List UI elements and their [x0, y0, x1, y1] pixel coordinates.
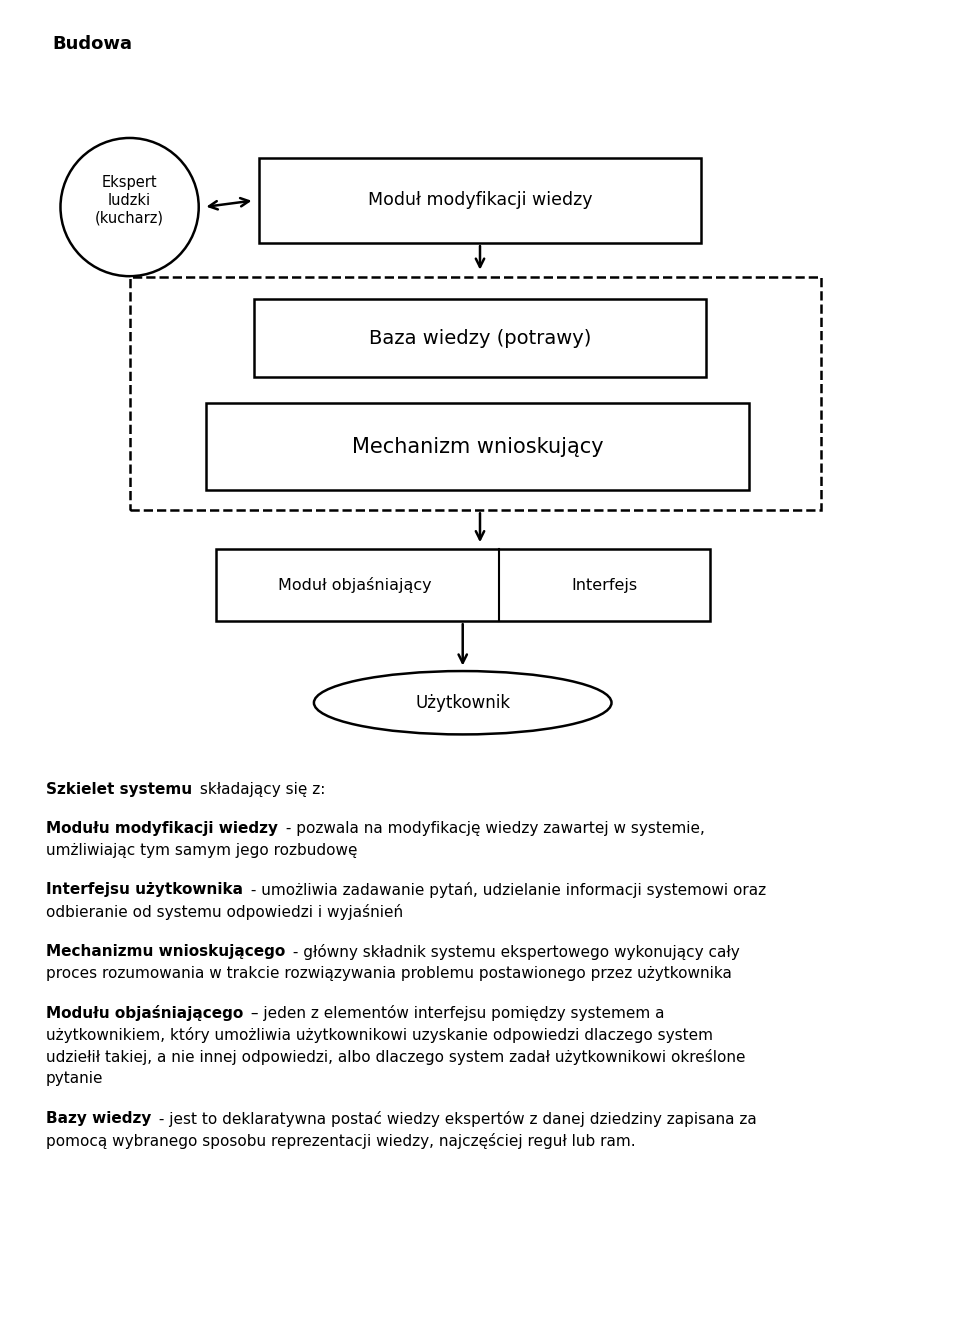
Text: udziełił takiej, a nie innej odpowiedzi, albo dlaczego system zadał użytkownikow: udziełił takiej, a nie innej odpowiedzi,… — [46, 1050, 746, 1065]
Text: Ekspert
ludzki
(kucharz): Ekspert ludzki (kucharz) — [95, 175, 164, 226]
Text: - główny składnik systemu ekspertowego wykonujący cały: - główny składnik systemu ekspertowego w… — [288, 945, 740, 959]
Text: pomocą wybranego sposobu reprezentacji wiedzy, najczęściej reguł lub ram.: pomocą wybranego sposobu reprezentacji w… — [46, 1133, 636, 1149]
Text: Mechanizmu wnioskującego: Mechanizmu wnioskującego — [46, 945, 285, 959]
Text: - jest to deklaratywna postać wiedzy ekspertów z danej dziedziny zapisana za: - jest to deklaratywna postać wiedzy eks… — [155, 1112, 757, 1126]
Text: umżliwiając tym samym jego rozbudowę: umżliwiając tym samym jego rozbudowę — [46, 843, 357, 858]
Text: Użytkownik: Użytkownik — [415, 693, 511, 712]
FancyBboxPatch shape — [216, 549, 710, 621]
Text: Moduł objaśniający: Moduł objaśniający — [278, 577, 432, 593]
Text: Budowa: Budowa — [53, 35, 132, 52]
Text: Bazy wiedzy: Bazy wiedzy — [46, 1112, 152, 1126]
Text: proces rozumowania w trakcie rozwiązywania problemu postawionego przez użytkowni: proces rozumowania w trakcie rozwiązywan… — [46, 966, 732, 981]
FancyBboxPatch shape — [259, 158, 701, 243]
Text: Mechanizm wnioskujący: Mechanizm wnioskujący — [351, 437, 604, 457]
Text: odbieranie od systemu odpowiedzi i wyjaśnień: odbieranie od systemu odpowiedzi i wyjaś… — [46, 904, 403, 921]
Text: użytkownikiem, który umożliwia użytkownikowi uzyskanie odpowiedzi dlaczego syste: użytkownikiem, który umożliwia użytkowni… — [46, 1027, 713, 1043]
Text: Szkielet systemu: Szkielet systemu — [46, 782, 192, 796]
FancyBboxPatch shape — [206, 403, 749, 490]
Text: Baza wiedzy (potrawy): Baza wiedzy (potrawy) — [369, 329, 591, 347]
Text: pytanie: pytanie — [46, 1071, 104, 1086]
Text: - pozwala na modyfikację wiedzy zawartej w systemie,: - pozwala na modyfikację wiedzy zawartej… — [281, 820, 705, 836]
Text: - umożliwia zadawanie pytań, udzielanie informacji systemowi oraz: - umożliwia zadawanie pytań, udzielanie … — [246, 883, 766, 898]
Text: Interfejs: Interfejs — [572, 577, 637, 593]
FancyBboxPatch shape — [130, 277, 821, 510]
Text: – jeden z elementów interfejsu pomiędzy systemem a: – jeden z elementów interfejsu pomiędzy … — [246, 1006, 664, 1021]
Text: Interfejsu użytkownika: Interfejsu użytkownika — [46, 883, 243, 898]
Text: składający się z:: składający się z: — [195, 782, 325, 796]
Text: Moduł modyfikacji wiedzy: Moduł modyfikacji wiedzy — [368, 191, 592, 210]
FancyBboxPatch shape — [254, 299, 706, 377]
Text: Modułu modyfikacji wiedzy: Modułu modyfikacji wiedzy — [46, 820, 278, 836]
Text: Modułu objaśniającego: Modułu objaśniającego — [46, 1006, 243, 1021]
